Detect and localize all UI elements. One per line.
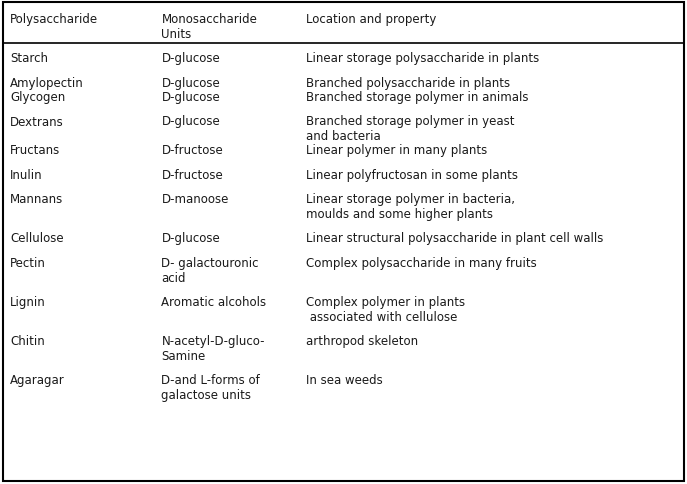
Text: D-fructose: D-fructose	[161, 144, 223, 157]
Text: Complex polysaccharide in many fruits: Complex polysaccharide in many fruits	[306, 257, 537, 270]
Text: D-glucose: D-glucose	[161, 76, 221, 90]
Text: Agaragar: Agaragar	[10, 373, 65, 386]
Text: Polysaccharide: Polysaccharide	[10, 13, 98, 26]
Text: Monosaccharide
Units: Monosaccharide Units	[161, 13, 258, 41]
Text: Linear polymer in many plants: Linear polymer in many plants	[306, 144, 487, 157]
Text: Amylopectin: Amylopectin	[10, 76, 84, 90]
Text: Linear structural polysaccharide in plant cell walls: Linear structural polysaccharide in plan…	[306, 232, 603, 245]
Text: Lignin: Lignin	[10, 295, 46, 308]
Text: D-fructose: D-fructose	[161, 168, 223, 182]
Text: Branched storage polymer in yeast
and bacteria: Branched storage polymer in yeast and ba…	[306, 115, 514, 143]
Text: arthropod skeleton: arthropod skeleton	[306, 334, 418, 348]
Text: N-acetyl-D-gluco-
Samine: N-acetyl-D-gluco- Samine	[161, 334, 265, 362]
Text: Dextrans: Dextrans	[10, 115, 64, 128]
Text: Location and property: Location and property	[306, 13, 436, 26]
Text: D-manoose: D-manoose	[161, 193, 229, 206]
Text: Pectin: Pectin	[10, 257, 46, 270]
Text: Aromatic alcohols: Aromatic alcohols	[161, 295, 267, 308]
Text: In sea weeds: In sea weeds	[306, 373, 383, 386]
Text: D-and L-forms of
galactose units: D-and L-forms of galactose units	[161, 373, 260, 401]
Text: D-glucose: D-glucose	[161, 52, 221, 65]
Text: Chitin: Chitin	[10, 334, 45, 348]
Text: Complex polymer in plants
 associated with cellulose: Complex polymer in plants associated wit…	[306, 295, 465, 323]
Text: Cellulose: Cellulose	[10, 232, 64, 245]
Text: Branched polysaccharide in plants: Branched polysaccharide in plants	[306, 76, 510, 90]
Text: Branched storage polymer in animals: Branched storage polymer in animals	[306, 91, 528, 104]
Text: Mannans: Mannans	[10, 193, 64, 206]
Text: Linear storage polysaccharide in plants: Linear storage polysaccharide in plants	[306, 52, 539, 65]
Text: Linear polyfructosan in some plants: Linear polyfructosan in some plants	[306, 168, 518, 182]
Text: Glycogen: Glycogen	[10, 91, 65, 104]
Text: Fructans: Fructans	[10, 144, 60, 157]
Text: Starch: Starch	[10, 52, 48, 65]
Text: D-glucose: D-glucose	[161, 232, 221, 245]
Text: Inulin: Inulin	[10, 168, 43, 182]
Text: Linear storage polymer in bacteria,
moulds and some higher plants: Linear storage polymer in bacteria, moul…	[306, 193, 515, 221]
Text: D-glucose: D-glucose	[161, 115, 221, 128]
Text: D-glucose: D-glucose	[161, 91, 221, 104]
Text: D- galactouronic
acid: D- galactouronic acid	[161, 257, 259, 285]
